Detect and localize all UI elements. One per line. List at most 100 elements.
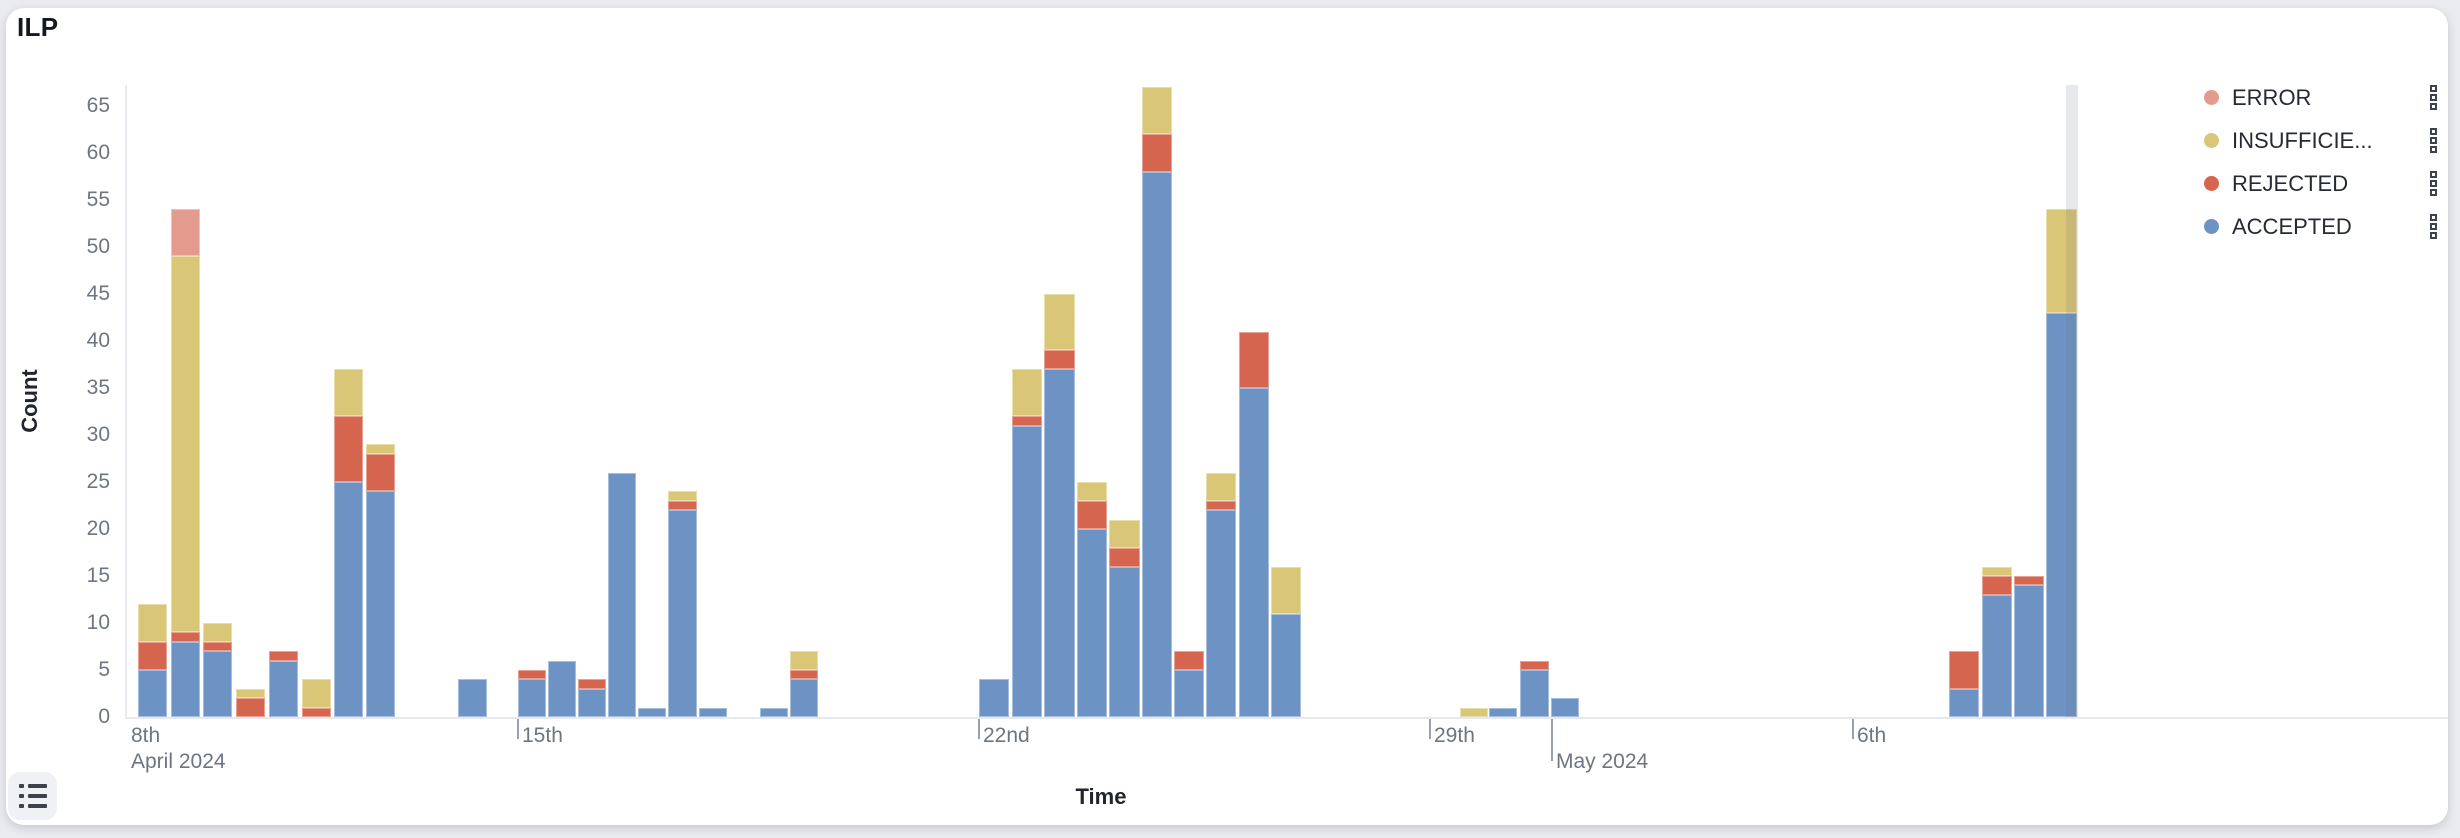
x-tick-label: 15th <box>522 724 563 747</box>
bar-segment-accepted[interactable] <box>2014 585 2044 717</box>
bar-segment-accepted[interactable] <box>760 707 788 717</box>
bar-segment-accepted[interactable] <box>1174 670 1204 717</box>
bar-segment-accepted[interactable] <box>203 651 232 717</box>
bar-segment-accepted[interactable] <box>1109 566 1140 717</box>
bar-segment-accepted[interactable] <box>1489 707 1517 717</box>
legend-drag-handle-icon[interactable] <box>2430 214 2437 239</box>
y-tick-label: 20 <box>86 517 110 540</box>
bar-segment-rejected[interactable] <box>1239 331 1269 388</box>
toolbox-data-view-button[interactable] <box>8 772 57 820</box>
bar-segment-accepted[interactable] <box>269 660 298 717</box>
bar-segment-rejected[interactable] <box>138 641 167 670</box>
bar-segment-accepted[interactable] <box>458 679 487 717</box>
bar-segment-rejected[interactable] <box>1982 576 2012 595</box>
bar-segment-rejected[interactable] <box>1520 660 1549 670</box>
bar-segment-rejected[interactable] <box>334 416 363 482</box>
x-axis-line <box>125 717 2448 719</box>
y-tick-label: 5 <box>98 658 110 681</box>
legend-dot-icon <box>2204 90 2219 105</box>
bar-segment-rejected[interactable] <box>302 707 331 717</box>
bar-segment-insufficient[interactable] <box>366 444 395 454</box>
y-tick-label: 55 <box>86 188 110 211</box>
bar-segment-insufficient[interactable] <box>334 369 363 417</box>
bar-segment-rejected[interactable] <box>1206 500 1236 511</box>
bar-segment-rejected[interactable] <box>203 641 232 652</box>
bar-segment-insufficient[interactable] <box>1142 87 1172 135</box>
bar-segment-rejected[interactable] <box>1174 651 1204 670</box>
bar-segment-rejected[interactable] <box>2014 576 2044 586</box>
bar-segment-insufficient[interactable] <box>302 679 331 708</box>
bar-segment-accepted[interactable] <box>171 641 200 717</box>
legend-item-insufficie[interactable]: INSUFFICIE... <box>2204 119 2437 162</box>
legend-item-error[interactable]: ERROR <box>2204 76 2437 119</box>
bar-segment-insufficient[interactable] <box>1044 294 1075 351</box>
bar-segment-rejected[interactable] <box>171 632 200 642</box>
bar-segment-accepted[interactable] <box>1949 688 1979 717</box>
bar-segment-insufficient[interactable] <box>138 604 167 642</box>
bar-segment-insufficient[interactable] <box>171 256 200 633</box>
y-tick-label: 25 <box>86 470 110 493</box>
bar-segment-accepted[interactable] <box>1551 698 1579 717</box>
chart-title: ILP <box>17 12 59 42</box>
bar-segment-insufficient[interactable] <box>1012 369 1042 417</box>
bar-segment-insufficient[interactable] <box>668 491 697 501</box>
bar-segment-rejected[interactable] <box>1012 416 1042 426</box>
bar-segment-accepted[interactable] <box>1142 171 1172 717</box>
bar-segment-accepted[interactable] <box>1982 594 2012 717</box>
bar-segment-accepted[interactable] <box>1239 388 1269 717</box>
bar-segment-rejected[interactable] <box>1949 651 1979 689</box>
bar-segment-insufficient[interactable] <box>790 651 818 670</box>
x-axis-title: Time <box>1075 784 1127 809</box>
bar-segment-accepted[interactable] <box>608 472 636 717</box>
bar-segment-accepted[interactable] <box>1044 369 1075 717</box>
bar-segment-accepted[interactable] <box>138 670 167 717</box>
bar-segment-accepted[interactable] <box>638 707 666 717</box>
bar-segment-rejected[interactable] <box>1044 350 1075 370</box>
y-tick-label: 35 <box>86 376 110 399</box>
bar-segment-rejected[interactable] <box>1109 547 1140 567</box>
bar-segment-rejected[interactable] <box>1142 134 1172 172</box>
bar-segment-accepted[interactable] <box>1271 613 1301 717</box>
bar-segment-accepted[interactable] <box>578 688 606 717</box>
bar-segment-accepted[interactable] <box>334 482 363 717</box>
bar-segment-accepted[interactable] <box>979 679 1009 717</box>
bar-segment-accepted[interactable] <box>790 679 818 717</box>
bar-segment-accepted[interactable] <box>699 707 727 717</box>
bar-segment-rejected[interactable] <box>668 500 697 511</box>
bar-segment-insufficient[interactable] <box>203 623 232 642</box>
bar-segment-accepted[interactable] <box>1520 670 1549 717</box>
bar-segment-insufficient[interactable] <box>1271 566 1301 614</box>
bar-segment-rejected[interactable] <box>1077 500 1107 529</box>
bar-segment-rejected[interactable] <box>518 670 546 680</box>
legend-item-accepted[interactable]: ACCEPTED <box>2204 205 2437 248</box>
bar-segment-insufficient[interactable] <box>1206 472 1236 501</box>
x-tick-month-label: April 2024 <box>131 750 226 773</box>
bar-segment-accepted[interactable] <box>668 510 697 717</box>
y-tick-label: 65 <box>86 94 110 117</box>
bar-segment-rejected[interactable] <box>366 453 395 492</box>
bar-segment-accepted[interactable] <box>548 660 576 717</box>
bar-segment-rejected[interactable] <box>269 651 298 661</box>
bar-segment-rejected[interactable] <box>236 698 265 717</box>
legend-drag-handle-icon[interactable] <box>2430 171 2437 196</box>
legend-item-rejected[interactable]: REJECTED <box>2204 162 2437 205</box>
bar-segment-rejected[interactable] <box>578 679 606 689</box>
bar-segment-insufficient[interactable] <box>1077 482 1107 501</box>
bar-segment-accepted[interactable] <box>518 679 546 717</box>
bar-segment-insufficient[interactable] <box>1460 707 1488 717</box>
bar-segment-rejected[interactable] <box>790 670 818 680</box>
bar-segment-insufficient[interactable] <box>2046 209 2077 313</box>
bar-segment-error[interactable] <box>171 209 200 257</box>
bar-segment-insufficient[interactable] <box>1982 566 2012 576</box>
legend-drag-handle-icon[interactable] <box>2430 85 2437 110</box>
bar-segment-accepted[interactable] <box>366 491 395 717</box>
bar-segment-accepted[interactable] <box>2046 312 2077 717</box>
axis-pointer-shadow <box>2066 85 2078 717</box>
legend-drag-handle-icon[interactable] <box>2430 128 2437 153</box>
bar-segment-accepted[interactable] <box>1206 510 1236 717</box>
bar-segment-accepted[interactable] <box>1077 529 1107 717</box>
bar-segment-insufficient[interactable] <box>236 688 265 699</box>
bar-segment-accepted[interactable] <box>1012 425 1042 717</box>
bar-segment-insufficient[interactable] <box>1109 519 1140 548</box>
legend: ERROR INSUFFICIE... REJECTED ACCEPTED <box>2204 76 2437 248</box>
